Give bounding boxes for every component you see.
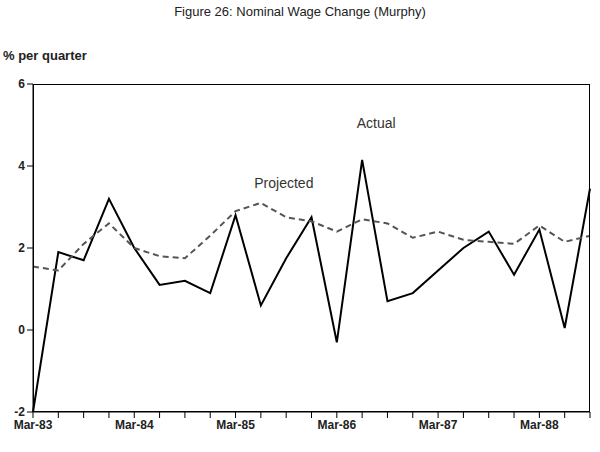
svg-text:-2: -2	[14, 405, 25, 419]
svg-text:Mar-85: Mar-85	[216, 418, 255, 432]
svg-text:Mar-83: Mar-83	[14, 418, 53, 432]
svg-text:Projected: Projected	[254, 175, 313, 191]
html-text:Figure 26: Nominal Wage Change: Figure 26: Nominal Wage Change (Murphy)	[174, 4, 426, 19]
svg-text:6: 6	[18, 77, 25, 91]
svg-text:Mar-88: Mar-88	[520, 418, 559, 432]
svg-text:Actual: Actual	[357, 115, 396, 131]
svg-text:Mar-87: Mar-87	[419, 418, 458, 432]
html-text:% per quarter: % per quarter	[3, 48, 87, 63]
svg-text:0: 0	[18, 323, 25, 337]
svg-text:Mar-86: Mar-86	[317, 418, 356, 432]
svg-text:Mar-84: Mar-84	[115, 418, 154, 432]
svg-text:4: 4	[18, 159, 25, 173]
svg-text:2: 2	[18, 241, 25, 255]
